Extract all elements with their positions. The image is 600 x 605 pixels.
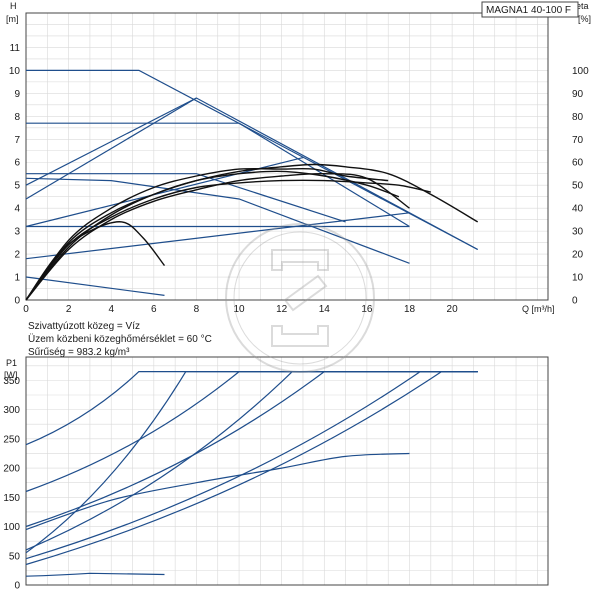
power-curve (25, 371, 478, 560)
power-curve (25, 371, 478, 566)
head-y-tick-label: 3 (14, 227, 20, 238)
power-plot-frame (25, 356, 549, 586)
note-temperature: Üzem közbeni közeghőmérséklet = 60 °C (28, 333, 212, 345)
head-curves (25, 69, 479, 301)
note-medium: Szivattyúzott közeg = Víz (28, 321, 140, 332)
eta-y-tick-label: 10 (572, 273, 584, 284)
flow-axis-label: Q [m³/h] (522, 304, 555, 314)
head-y-tick-label: 4 (14, 204, 20, 215)
head-x-tick-label: 12 (276, 304, 288, 315)
power-y-tick-label: 250 (3, 434, 20, 445)
head-plot-frame (25, 12, 549, 301)
eta-axis-label: eta (576, 1, 589, 11)
eta-y-tick-label: 40 (572, 204, 584, 215)
efficiency-curve (25, 172, 410, 301)
efficiency-curve (25, 167, 389, 301)
power-axis-unit: [W] (4, 370, 18, 380)
head-x-tick-label: 4 (108, 304, 114, 315)
power-y-tick-label: 200 (3, 464, 20, 475)
note-density: Sűrűség = 983.2 kg/m³ (28, 347, 130, 358)
head-x-tick-label: 14 (319, 304, 331, 315)
system-curve (25, 157, 304, 228)
eta-y-tick-label: 20 (572, 250, 584, 261)
head-y-tick-label: 5 (14, 181, 20, 192)
head-x-tick-label: 20 (447, 304, 459, 315)
head-ticks: 0 2 4 6 8 10 12 14 16 18 2001234567891011010203040… (9, 43, 589, 315)
eta-y-tick-label: 50 (572, 181, 584, 192)
power-curve (25, 371, 478, 551)
power-axis-label: P1 (6, 358, 17, 368)
head-y-tick-label: 2 (14, 250, 20, 261)
power-y-tick-label: 0 (14, 581, 20, 592)
head-y-tick-label: 8 (14, 112, 20, 123)
power-y-tick-label: 350 (3, 376, 20, 387)
head-x-tick-label: 18 (404, 304, 416, 315)
model-label: MAGNA1 40-100 F (486, 5, 571, 16)
head-axis-label-unit: [m] (6, 14, 19, 24)
efficiency-curve (25, 170, 400, 301)
power-y-tick-label: 150 (3, 493, 20, 504)
head-y-tick-label: 11 (10, 43, 21, 54)
eta-y-tick-label: 100 (572, 66, 589, 77)
power-curves (25, 371, 478, 577)
head-y-tick-label: 7 (14, 135, 20, 146)
eta-y-tick-label: 60 (572, 158, 584, 169)
head-curve (26, 122, 410, 228)
power-y-tick-label: 100 (3, 522, 20, 533)
power-ticks: 0 50 100 150 200 250 300 350 (3, 376, 20, 592)
eta-y-tick-label: 0 (572, 296, 578, 307)
head-curve (26, 173, 346, 223)
head-y-tick-label: 1 (14, 273, 20, 284)
head-grid (26, 13, 548, 300)
eta-axis-unit: [%] (578, 14, 591, 24)
power-curve (25, 371, 478, 446)
head-axis-label-h: H (10, 1, 17, 11)
head-y-tick-label: 6 (14, 158, 20, 169)
power-curve (25, 371, 478, 554)
head-x-tick-label: 2 (66, 304, 72, 315)
eta-y-tick-label: 90 (572, 89, 584, 100)
power-y-tick-label: 50 (9, 551, 21, 562)
system-curve (25, 212, 410, 260)
head-y-tick-label: 10 (9, 66, 21, 77)
power-y-tick-label: 300 (3, 405, 20, 416)
head-x-tick-label: 0 (23, 304, 29, 315)
pump-logo-icon (225, 223, 375, 373)
efficiency-curve (25, 221, 166, 301)
system-curve (25, 97, 478, 251)
power-curve (25, 452, 410, 531)
power-grid (26, 357, 548, 585)
head-x-tick-label: 6 (151, 304, 157, 315)
head-curve (25, 276, 165, 296)
head-y-tick-label: 0 (14, 296, 20, 307)
head-x-tick-label: 8 (194, 304, 200, 315)
eta-y-tick-label: 70 (572, 135, 584, 146)
head-curve (26, 69, 478, 251)
eta-y-tick-label: 30 (572, 227, 584, 238)
eta-y-tick-label: 80 (572, 112, 584, 123)
head-x-tick-label: 16 (361, 304, 373, 315)
power-curve (25, 572, 165, 577)
head-y-tick-label: 9 (14, 89, 20, 100)
power-curve (25, 371, 478, 493)
power-curve (25, 371, 478, 528)
model-label-box: MAGNA1 40-100 F (481, 1, 579, 18)
head-x-tick-label: 10 (233, 304, 245, 315)
system-curve (25, 97, 197, 200)
